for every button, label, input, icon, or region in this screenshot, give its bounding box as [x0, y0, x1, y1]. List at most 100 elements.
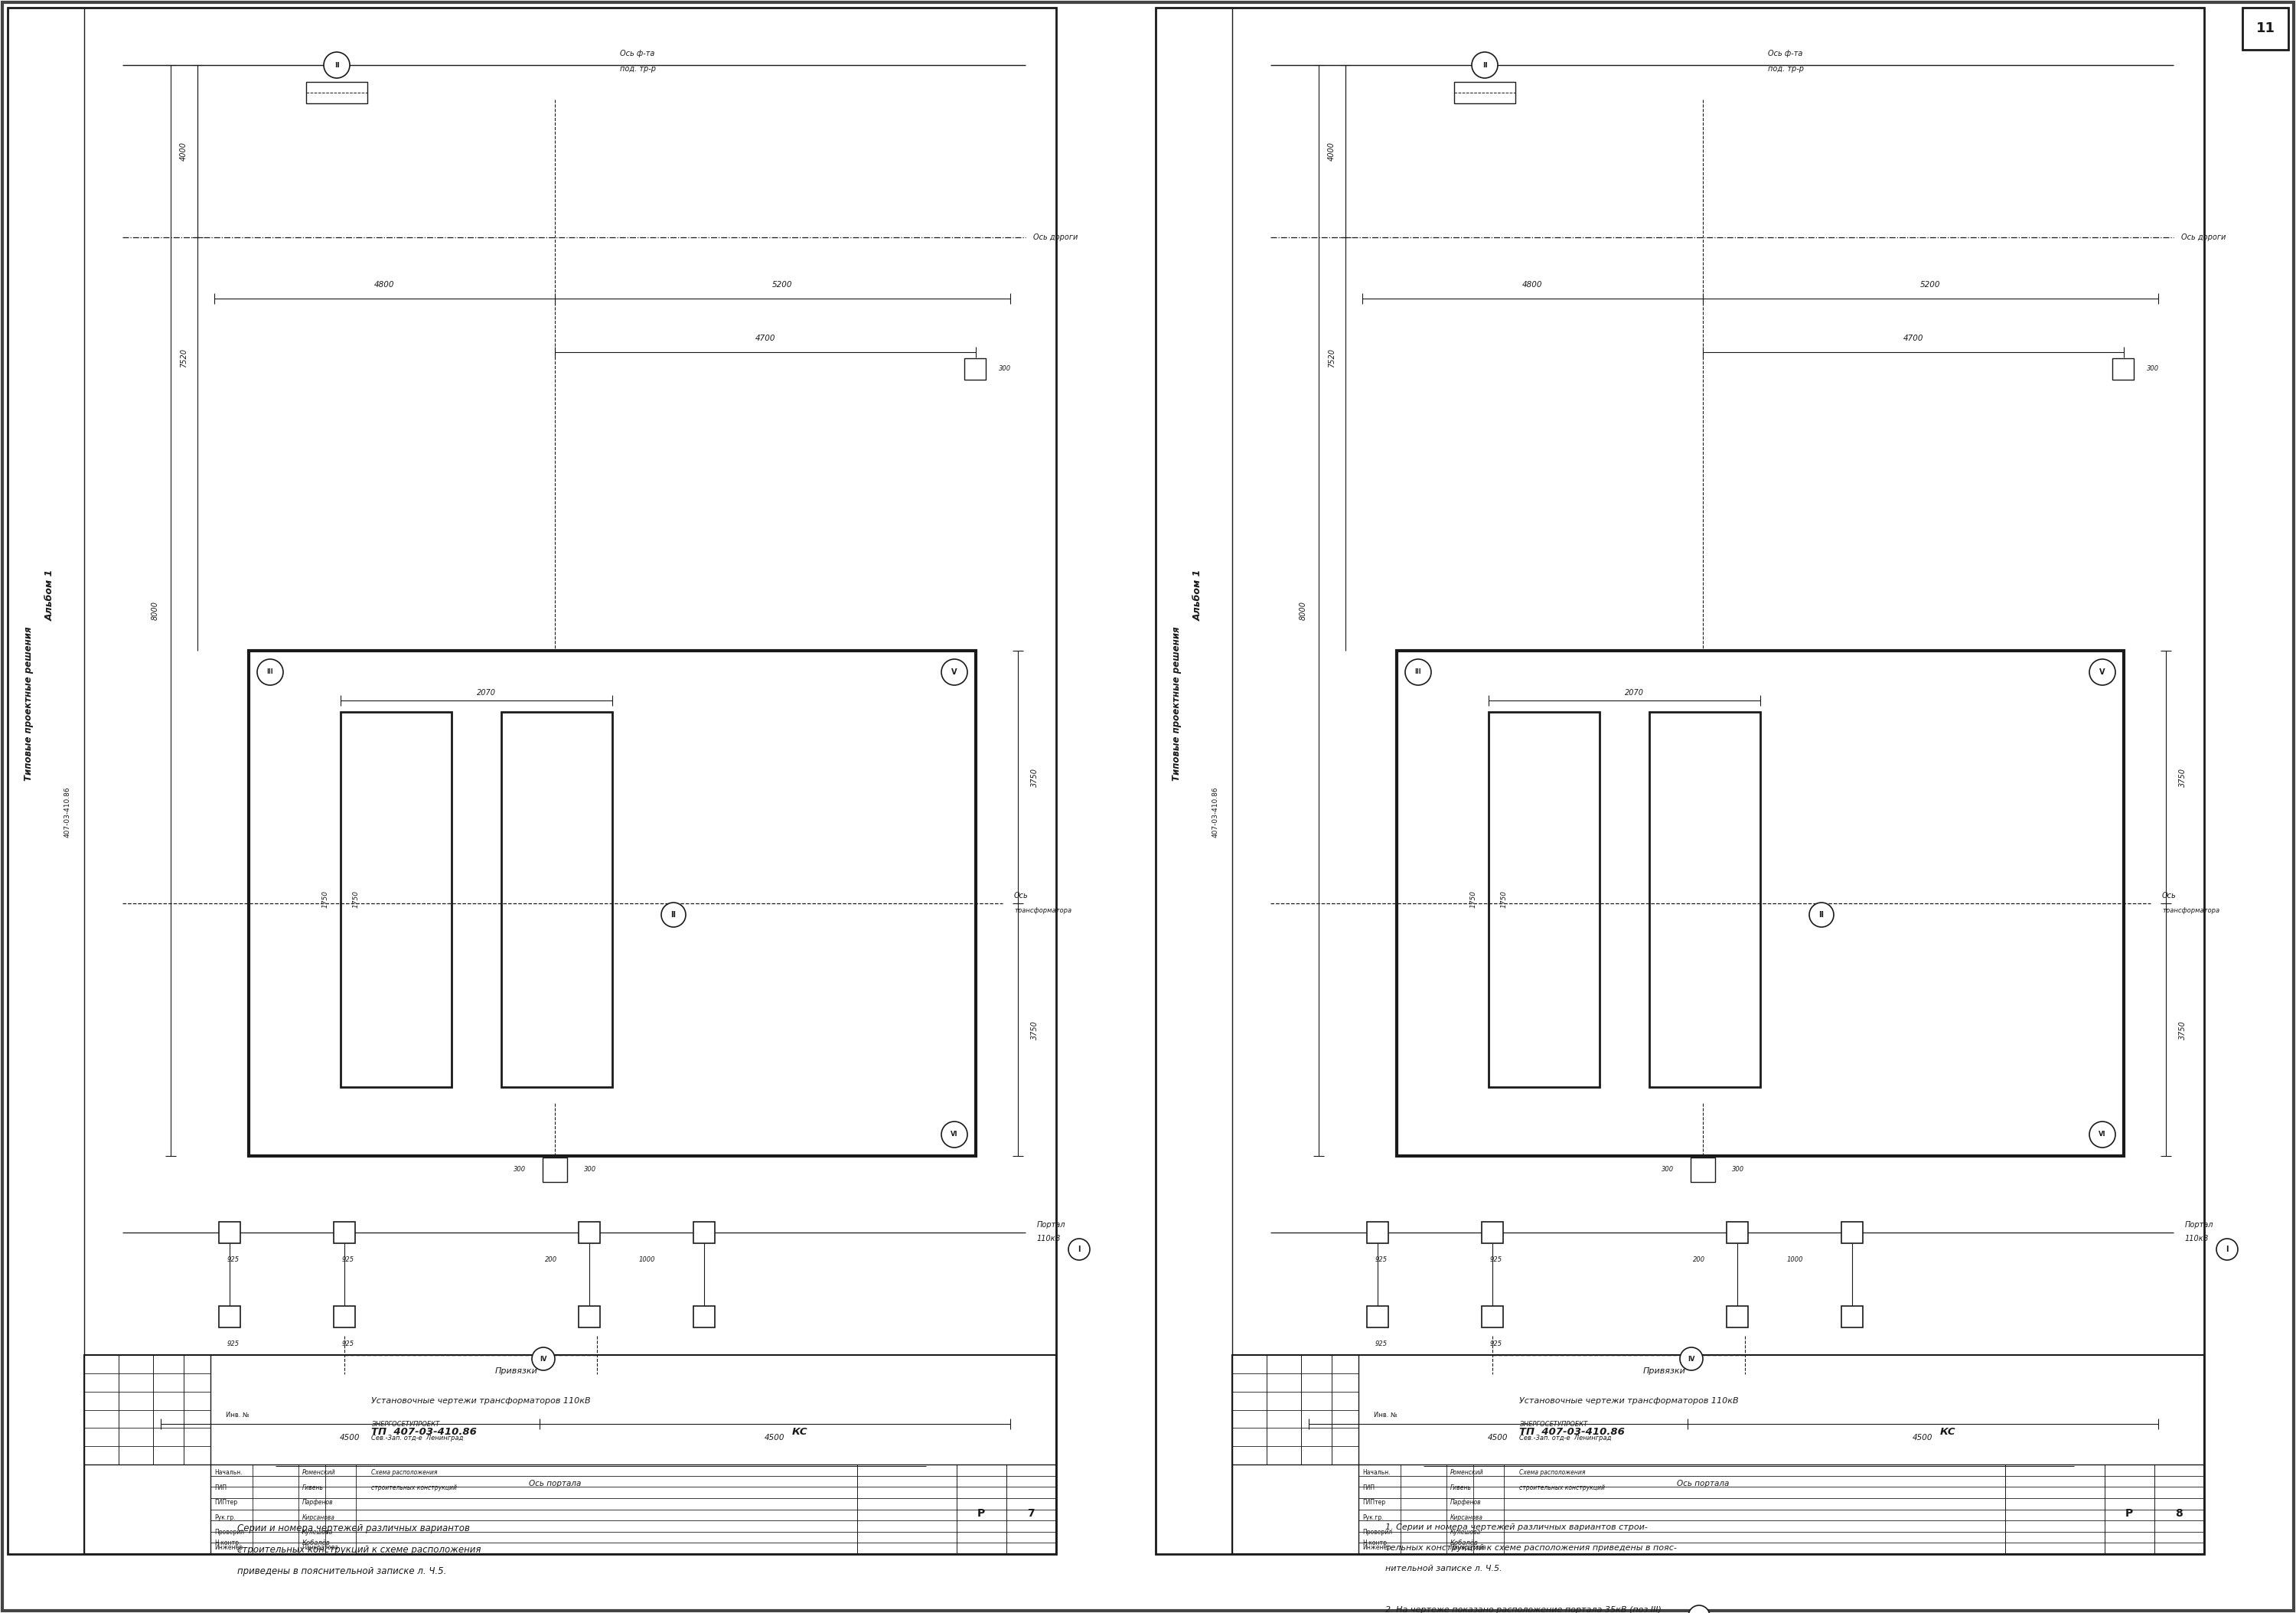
Text: Ось ф-та: Ось ф-та: [1768, 50, 1802, 58]
Text: 925: 925: [227, 1257, 239, 1263]
Text: 300: 300: [999, 366, 1010, 373]
Text: ГИПтер: ГИПтер: [1362, 1498, 1384, 1507]
Circle shape: [1405, 660, 1430, 686]
Text: 7: 7: [1026, 1508, 1035, 1519]
Text: Кирсанова: Кирсанова: [303, 1515, 335, 1521]
Text: 7520: 7520: [179, 348, 188, 368]
Text: II: II: [670, 911, 675, 919]
Text: Кобалёв: Кобалёв: [1451, 1540, 1479, 1547]
Text: Проверил: Проверил: [214, 1529, 243, 1536]
Text: 8000: 8000: [1300, 600, 1306, 619]
Text: 925: 925: [1490, 1257, 1502, 1263]
Text: 925: 925: [342, 1257, 354, 1263]
Bar: [964, 358, 985, 379]
Text: тельных конструкций к схеме расположения приведены в пояс-: тельных конструкций к схеме расположения…: [1384, 1544, 1676, 1552]
Text: 4500: 4500: [765, 1434, 785, 1442]
Text: 1000: 1000: [1786, 1257, 1802, 1263]
Circle shape: [1068, 1239, 1091, 1260]
Text: Альбом 1: Альбом 1: [46, 569, 55, 621]
Text: 4500: 4500: [1488, 1434, 1508, 1442]
Bar: [218, 1221, 241, 1244]
Text: нительной записке л. Ч.5.: нительной записке л. Ч.5.: [1384, 1565, 1502, 1573]
Text: III: III: [266, 669, 273, 676]
Text: Инв. №: Инв. №: [1373, 1411, 1398, 1419]
Text: 925: 925: [342, 1340, 354, 1347]
Bar: [1481, 1307, 1504, 1327]
Text: Н.контр.: Н.контр.: [214, 1540, 241, 1547]
Text: ГИП: ГИП: [214, 1484, 227, 1490]
Text: 300: 300: [1662, 1166, 1674, 1173]
Text: Портал: Портал: [1038, 1221, 1065, 1229]
Bar: [1366, 1307, 1389, 1327]
Text: Р: Р: [2126, 1508, 2133, 1519]
Text: Кобалёв: Кобалёв: [303, 1540, 331, 1547]
Text: Кулешова: Кулешова: [303, 1529, 333, 1536]
Text: ЭНЕРГОСЕТУПРОЕКТ: ЭНЕРГОСЕТУПРОЕКТ: [1520, 1421, 1587, 1428]
Text: Ось портала: Ось портала: [528, 1479, 581, 1487]
Text: трансформатора: трансформатора: [2163, 908, 2220, 915]
Circle shape: [2089, 1121, 2115, 1147]
Bar: [2243, 8, 2289, 50]
Text: IV: IV: [1688, 1355, 1694, 1363]
Bar: [1155, 8, 2204, 1553]
Text: ТП  407-03-410.86: ТП 407-03-410.86: [372, 1426, 478, 1437]
Bar: [218, 1307, 241, 1327]
Text: 925: 925: [227, 1340, 239, 1347]
Text: Сев.-Зап. отд-е  Ленинград: Сев.-Зап. отд-е Ленинград: [1520, 1434, 1612, 1440]
Text: Панкратова: Панкратова: [303, 1544, 340, 1550]
Text: КС: КС: [792, 1426, 808, 1437]
Circle shape: [324, 52, 349, 77]
Bar: [501, 711, 613, 1087]
Text: 925: 925: [1375, 1340, 1387, 1347]
Text: Начальн.: Начальн.: [1362, 1469, 1391, 1476]
Bar: [1233, 1355, 2204, 1553]
Text: Проверил: Проверил: [1362, 1529, 1391, 1536]
Text: Схема расположения: Схема расположения: [1520, 1469, 1584, 1476]
Text: 200: 200: [544, 1257, 558, 1263]
Text: 407-03-410.86: 407-03-410.86: [64, 786, 71, 837]
Text: Ось: Ось: [1015, 892, 1029, 900]
Text: Ось дороги: Ось дороги: [2181, 234, 2225, 242]
Text: III: III: [1414, 669, 1421, 676]
Text: V: V: [951, 668, 957, 676]
Text: Ось ф-та: Ось ф-та: [620, 50, 654, 58]
Text: 925: 925: [1375, 1257, 1387, 1263]
Text: Типовые проектные решения: Типовые проектные решения: [1171, 626, 1182, 781]
Text: 3750: 3750: [1031, 1019, 1038, 1039]
Bar: [1649, 711, 1761, 1087]
Text: 8000: 8000: [152, 600, 158, 619]
Text: Рук.гр.: Рук.гр.: [1362, 1515, 1384, 1521]
Text: 5200: 5200: [1919, 281, 1940, 289]
Text: Сев.-Зап. отд-е  Ленинград: Сев.-Зап. отд-е Ленинград: [372, 1434, 464, 1440]
Text: V: V: [2099, 668, 2105, 676]
Text: 300: 300: [1731, 1166, 1745, 1173]
Bar: [7, 8, 1056, 1553]
Text: ГИП: ГИП: [1362, 1484, 1375, 1490]
Text: трансформатора: трансформатора: [1015, 908, 1072, 915]
Text: 300: 300: [583, 1166, 597, 1173]
Text: 4800: 4800: [374, 281, 395, 289]
Text: IV: IV: [540, 1355, 546, 1363]
Bar: [1453, 82, 1515, 103]
Text: 1750: 1750: [1502, 890, 1506, 908]
Text: Альбом 1: Альбом 1: [1194, 569, 1203, 621]
Text: ТП  407-03-410.86: ТП 407-03-410.86: [1520, 1426, 1626, 1437]
Text: 7520: 7520: [1327, 348, 1336, 368]
Text: Роменский: Роменский: [303, 1469, 335, 1476]
Bar: [1481, 1221, 1504, 1244]
Text: Н.контр.: Н.контр.: [1362, 1540, 1389, 1547]
Text: II: II: [335, 61, 340, 68]
Text: 5200: 5200: [771, 281, 792, 289]
Text: Портал: Портал: [2186, 1221, 2213, 1229]
Text: Типовые проектные решения: Типовые проектные решения: [23, 626, 34, 781]
Circle shape: [257, 660, 282, 686]
Bar: [542, 1158, 567, 1182]
Text: 4500: 4500: [340, 1434, 360, 1442]
Text: VI: VI: [2099, 1131, 2105, 1139]
Text: 300: 300: [2147, 366, 2158, 373]
Text: Инженер: Инженер: [1362, 1544, 1391, 1550]
Text: 8: 8: [2174, 1508, 2183, 1519]
Text: Установочные чертежи трансформаторов 110кВ: Установочные чертежи трансформаторов 110…: [372, 1397, 590, 1405]
Text: 925: 925: [1490, 1340, 1502, 1347]
Text: 1750: 1750: [321, 890, 328, 908]
